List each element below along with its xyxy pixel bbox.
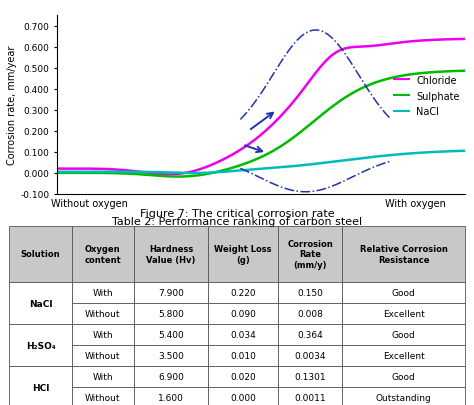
Text: 0.1301: 0.1301 — [294, 372, 326, 381]
Bar — [134, 303, 208, 324]
Bar — [342, 387, 465, 405]
Bar — [208, 283, 278, 303]
Text: 0.090: 0.090 — [230, 309, 256, 318]
Bar — [278, 303, 342, 324]
Bar — [9, 324, 72, 367]
Bar — [9, 226, 72, 283]
Bar — [134, 345, 208, 367]
Text: 0.364: 0.364 — [297, 330, 323, 339]
Bar — [72, 283, 134, 303]
Bar — [342, 283, 465, 303]
Bar — [134, 226, 208, 283]
Text: 0.020: 0.020 — [230, 372, 256, 381]
Text: Figure 7: The critical corrosion rate: Figure 7: The critical corrosion rate — [140, 209, 334, 219]
Bar — [278, 345, 342, 367]
Bar — [72, 303, 134, 324]
Bar — [72, 387, 134, 405]
Bar — [342, 367, 465, 387]
Text: Good: Good — [392, 372, 415, 381]
Text: 6.900: 6.900 — [158, 372, 184, 381]
Text: With: With — [92, 372, 113, 381]
Text: Without: Without — [85, 352, 120, 360]
Text: Good: Good — [392, 330, 415, 339]
Text: Excellent: Excellent — [383, 352, 424, 360]
Text: 1.600: 1.600 — [158, 393, 184, 402]
Text: 0.008: 0.008 — [297, 309, 323, 318]
Text: Relative Corrosion
Resistance: Relative Corrosion Resistance — [360, 245, 447, 264]
Text: Outstanding: Outstanding — [375, 393, 431, 402]
Text: Hardness
Value (Hv): Hardness Value (Hv) — [146, 245, 196, 264]
Text: 7.900: 7.900 — [158, 288, 184, 297]
Bar — [278, 283, 342, 303]
Text: 3.500: 3.500 — [158, 352, 184, 360]
Bar — [278, 324, 342, 345]
Text: Without: Without — [85, 309, 120, 318]
Text: H₂SO₄: H₂SO₄ — [26, 341, 55, 350]
Text: With: With — [92, 288, 113, 297]
Text: With: With — [92, 330, 113, 339]
Legend: Chloride, Sulphate, NaCl: Chloride, Sulphate, NaCl — [390, 72, 464, 121]
Text: Solution: Solution — [21, 250, 60, 259]
Bar — [72, 345, 134, 367]
Bar — [208, 226, 278, 283]
Bar — [342, 303, 465, 324]
Text: Table 2: Performance ranking of carbon steel: Table 2: Performance ranking of carbon s… — [112, 217, 362, 227]
Bar — [72, 367, 134, 387]
Text: Weight Loss
(g): Weight Loss (g) — [214, 245, 272, 264]
Bar — [208, 367, 278, 387]
Text: Good: Good — [392, 288, 415, 297]
Text: 0.0034: 0.0034 — [294, 352, 326, 360]
Text: 0.010: 0.010 — [230, 352, 256, 360]
Text: Oxygen
content: Oxygen content — [84, 245, 121, 264]
Bar — [72, 324, 134, 345]
Bar — [342, 226, 465, 283]
Text: HCl: HCl — [32, 383, 49, 392]
Text: Corrosion
Rate
(mm/y): Corrosion Rate (mm/y) — [287, 239, 333, 269]
Bar — [9, 367, 72, 405]
Bar — [134, 367, 208, 387]
Bar — [208, 387, 278, 405]
Text: 5.400: 5.400 — [158, 330, 184, 339]
Bar — [278, 387, 342, 405]
Text: 0.034: 0.034 — [230, 330, 256, 339]
Bar — [134, 283, 208, 303]
Bar — [208, 324, 278, 345]
Bar — [134, 324, 208, 345]
Text: 5.800: 5.800 — [158, 309, 184, 318]
Text: 0.220: 0.220 — [230, 288, 256, 297]
Bar — [342, 345, 465, 367]
Text: 0.000: 0.000 — [230, 393, 256, 402]
Bar — [342, 324, 465, 345]
Text: 0.0011: 0.0011 — [294, 393, 326, 402]
Text: 0.150: 0.150 — [297, 288, 323, 297]
Y-axis label: Corrosion rate, mm/year: Corrosion rate, mm/year — [7, 46, 18, 165]
Text: NaCl: NaCl — [29, 299, 52, 308]
Bar — [208, 345, 278, 367]
Bar — [208, 303, 278, 324]
Bar — [278, 367, 342, 387]
Bar — [72, 226, 134, 283]
Bar — [134, 387, 208, 405]
Text: Without: Without — [85, 393, 120, 402]
Bar — [278, 226, 342, 283]
Text: Excellent: Excellent — [383, 309, 424, 318]
Bar — [9, 283, 72, 324]
